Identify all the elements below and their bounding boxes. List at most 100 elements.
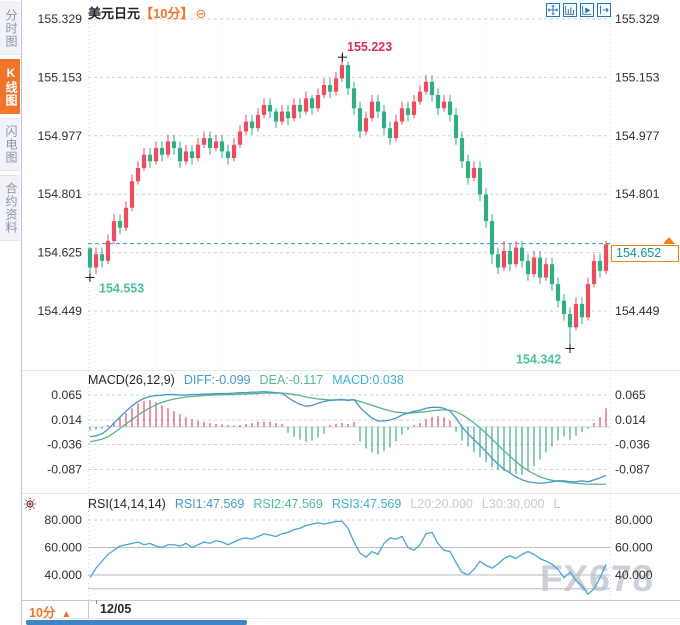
axis-label: 154.801: [615, 187, 660, 201]
candle-body: [195, 144, 201, 159]
candle-body: [465, 161, 471, 178]
candle-body: [567, 313, 573, 328]
candle-body: [411, 101, 417, 115]
macd-name-label: MACD(26,12,9): [88, 373, 175, 387]
candle-body: [423, 81, 429, 92]
rsi-l20-label: L20:20.000: [410, 497, 473, 511]
candle-body: [207, 138, 213, 149]
panel-separator: [22, 370, 680, 371]
interval-tag: 【10分】: [140, 6, 194, 21]
axis-label: 40.000: [615, 568, 653, 582]
crosshair-pan-icon[interactable]: [546, 3, 560, 17]
candle-body: [483, 194, 489, 222]
rsi-line: [89, 520, 607, 596]
candle-body: [573, 304, 579, 328]
candle-body: [135, 167, 141, 182]
candle-body: [507, 250, 513, 265]
axis-label: 154.977: [615, 129, 660, 143]
price-up-arrow-icon: [663, 237, 675, 244]
rsi-l30-label: L30:30.000: [481, 497, 545, 511]
candle-body: [441, 101, 447, 109]
candle-body: [231, 144, 237, 159]
sidebar-tab-lightning[interactable]: 闪电图: [0, 118, 20, 171]
candle-body: [387, 128, 393, 139]
rsi2-value: RSI2:47.569: [253, 497, 323, 511]
panel-separator: [22, 493, 680, 494]
interval-selector[interactable]: 10分 ▲: [29, 602, 71, 621]
triangle-up-icon: ▲: [61, 609, 72, 620]
axis-label: 0.065: [615, 388, 646, 402]
axis-label: -0.036: [615, 438, 650, 452]
candle-body: [495, 254, 501, 268]
macd-header: MACD(26,12,9) DIFF:-0.099 DEA:-0.117 MACD:0…: [88, 373, 413, 387]
axis-label: 80.000: [615, 513, 653, 527]
candle-body: [357, 108, 363, 132]
go-to-latest-icon[interactable]: [597, 3, 611, 17]
interval-label: 10分: [29, 606, 56, 620]
candle-body: [255, 114, 261, 129]
diff-line: [89, 390, 607, 484]
rsi1-value: RSI1:47.569: [174, 497, 245, 511]
candle-body: [501, 250, 507, 268]
candle-body: [249, 121, 255, 129]
candle-body: [285, 111, 291, 119]
candle-body: [459, 138, 465, 162]
sidebar-tab-time-share[interactable]: 分时图: [0, 2, 20, 55]
candle-body: [525, 260, 531, 275]
axis-label: 154.449: [38, 304, 83, 318]
axis-label: 0.065: [51, 388, 82, 402]
candle-body: [513, 247, 519, 265]
axis-scale-icon[interactable]: [563, 3, 577, 17]
date-label: 12/05: [100, 602, 132, 616]
candle-body: [603, 244, 609, 271]
candle-body: [225, 151, 231, 159]
candle-body: [189, 151, 195, 159]
candle-body: [177, 148, 183, 162]
candle-body: [417, 91, 423, 102]
candle-body: [147, 154, 153, 162]
horizontal-scrollbar-thumb[interactable]: [26, 620, 247, 625]
rsi-name-label: RSI(14,14,14): [88, 497, 166, 511]
axis-label: 154.342: [516, 352, 561, 366]
candle-body: [123, 207, 129, 228]
footer-separator: [22, 618, 680, 619]
chart-toolbar: [546, 3, 611, 17]
axis-label: -0.036: [47, 438, 82, 452]
axis-label: 155.223: [347, 40, 392, 54]
axis-label: 80.000: [44, 513, 82, 527]
axis-tick: [96, 600, 97, 604]
candle-body: [555, 284, 561, 301]
candle-body: [405, 108, 411, 115]
axis-label: 155.329: [38, 12, 83, 26]
candle-body: [561, 300, 567, 314]
macd-diff-value: DIFF:-0.099: [183, 373, 251, 387]
macd-dea-value: DEA:-0.117: [259, 373, 324, 387]
candle-body: [345, 65, 351, 89]
candle-body: [111, 221, 117, 241]
indicator-alert-icon[interactable]: [23, 497, 37, 511]
candle-body: [219, 141, 225, 152]
candle-body: [213, 141, 219, 149]
macd-hist-value: MACD:0.038: [332, 373, 404, 387]
axis-label: 155.329: [615, 12, 660, 26]
candle-body: [363, 118, 369, 132]
candle-body: [201, 138, 207, 145]
candle-body: [279, 111, 285, 122]
axis-label: 154.801: [38, 187, 83, 201]
candle-body: [105, 240, 111, 261]
candle-body: [375, 101, 381, 112]
rsi-header: RSI(14,14,14) RSI1:47.569 RSI2:47.569 RSI3:…: [88, 497, 569, 511]
axis-label: 155.153: [615, 70, 660, 84]
sidebar-tab-kline[interactable]: K线图: [0, 59, 20, 114]
candle-body: [159, 148, 165, 155]
axis-label: 154.625: [38, 246, 83, 260]
axis-label: -0.087: [615, 463, 650, 477]
auto-scroll-icon[interactable]: [580, 3, 594, 17]
candle-body: [171, 141, 177, 149]
candle-body: [531, 257, 537, 275]
candle-body: [321, 85, 327, 95]
sidebar-tab-contract-info[interactable]: 合约资料: [0, 175, 20, 241]
collapse-icon[interactable]: ⊖: [195, 6, 207, 21]
